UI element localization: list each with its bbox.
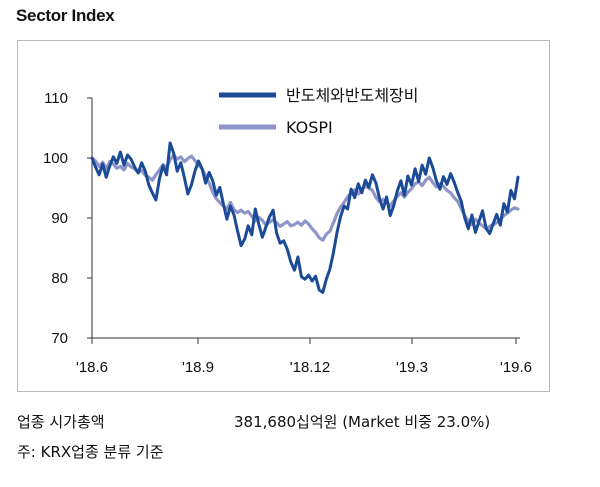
chart-frame [17, 40, 550, 392]
series-line-semiconductor [90, 141, 520, 294]
market-cap-label: 업종 시가총액 [17, 413, 105, 431]
sector-index-chart: 70 80 90 100 110 '18.6 '18.9 '18.12 '19.3 '19.6 반… [43, 86, 532, 376]
y-tick-label: 80 [51, 270, 68, 287]
chart-title: Sector Index [16, 6, 115, 25]
axes: 70 80 90 100 110 '18.6 '18.9 '18.12 '19.3 '19.6 [43, 90, 532, 376]
x-tick-label: '18.12 [290, 359, 330, 376]
market-cap-value: 381,680십억원 (Market 비중 23.0%) [234, 413, 491, 431]
x-tick-label: '19.6 [500, 359, 532, 376]
y-tick-label: 100 [43, 150, 68, 167]
y-tick-label: 110 [44, 90, 68, 107]
x-tick-label: '18.9 [182, 359, 214, 376]
x-tick-label: '19.3 [396, 359, 428, 376]
x-tick-label: '18.6 [76, 359, 108, 376]
y-tick-label: 90 [51, 210, 68, 227]
classification-note: 주: KRX업종 분류 기준 [17, 443, 164, 461]
legend-label: 반도체와반도체장비 [286, 86, 418, 105]
series-lines [90, 141, 520, 294]
y-tick-label: 70 [51, 330, 68, 347]
legend: 반도체와반도체장비 KOSPI [219, 86, 418, 137]
legend-label: KOSPI [286, 118, 333, 137]
